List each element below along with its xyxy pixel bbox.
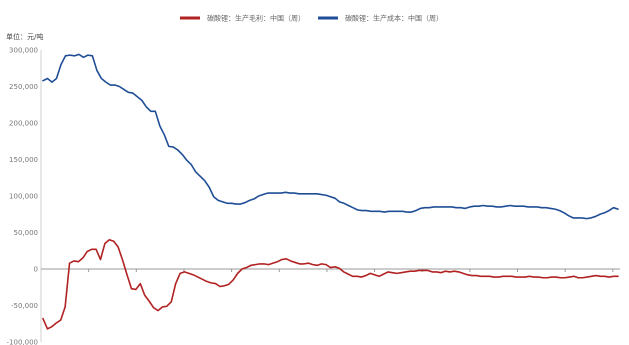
y-tick-label: 100,000 xyxy=(9,193,38,201)
y-tick-label: 150,000 xyxy=(9,156,38,164)
y-tick-label: -100,000 xyxy=(7,339,38,345)
y-tick-label: 200,000 xyxy=(9,120,38,128)
series-line-2 xyxy=(42,53,619,220)
legend-label-1: 碳酸锂：生产毛利：中国（周） xyxy=(207,14,305,23)
y-axis: 300,000 250,000 200,000 150,000 100,000 50,00… xyxy=(7,47,42,345)
unit-label: 单位：元/吨 xyxy=(6,32,43,41)
y-tick-label: 250,000 xyxy=(9,83,38,91)
y-tick-label: 50,000 xyxy=(14,229,39,237)
y-tick-label: 0 xyxy=(34,266,38,274)
series-line-1 xyxy=(42,239,619,330)
series-layer xyxy=(42,53,619,330)
legend: 碳酸锂：生产毛利：中国（周） 碳酸锂：生产成本：中国（周） xyxy=(180,14,443,23)
legend-label-2: 碳酸锂：生产成本：中国（周） xyxy=(345,14,443,23)
x-axis xyxy=(41,268,620,272)
y-tick-label: 300,000 xyxy=(9,47,38,55)
y-tick-label: -50,000 xyxy=(11,302,38,310)
